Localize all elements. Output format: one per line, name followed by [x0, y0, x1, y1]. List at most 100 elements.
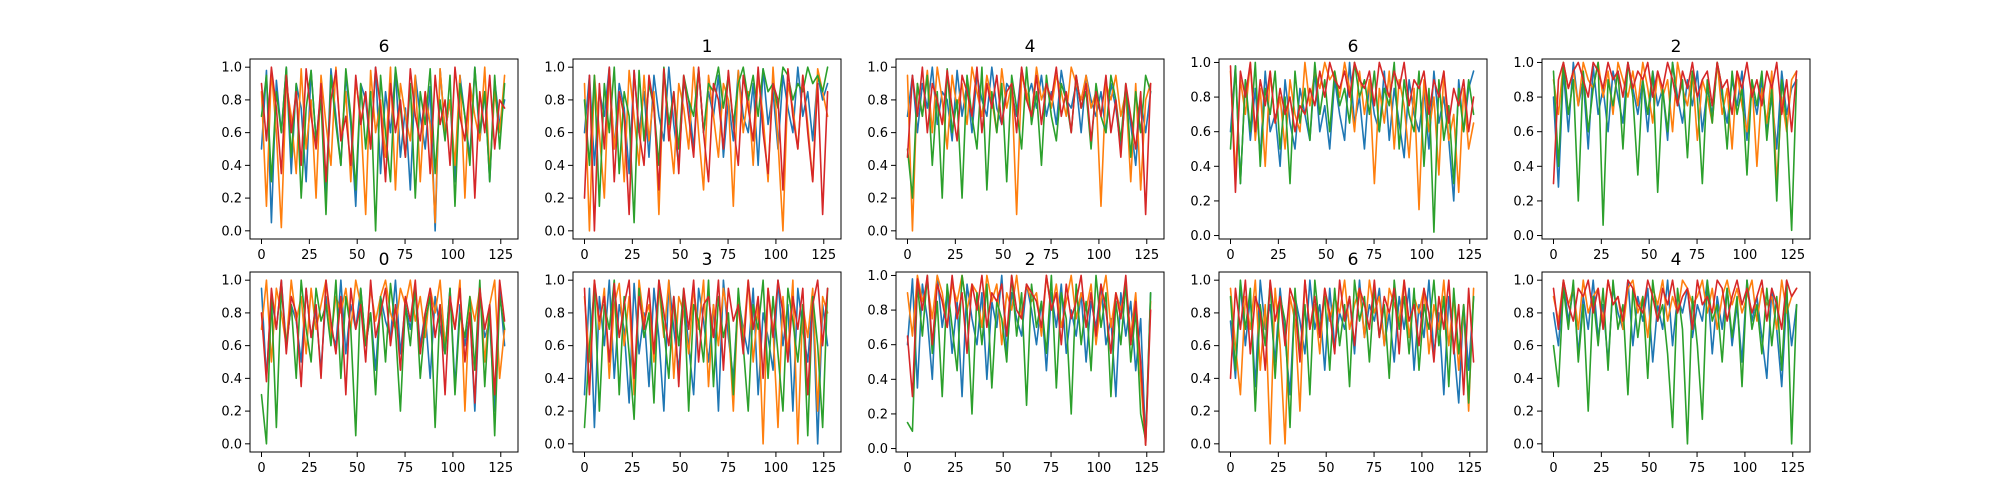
x-tick-label: 25 — [1593, 248, 1610, 263]
subplot-title: 2 — [1671, 37, 1682, 57]
x-tick-label: 25 — [1270, 461, 1287, 476]
x-tick-label: 125 — [1780, 248, 1805, 263]
y-tick-label: 0.0 — [1190, 229, 1211, 244]
x-tick-label: 100 — [1410, 248, 1435, 263]
x-tick-label: 125 — [1457, 461, 1482, 476]
y-tick-label: 0.4 — [544, 372, 565, 387]
y-tick-label: 0.4 — [867, 159, 888, 174]
subplot-8: 0 25 50 75 100 125 0.0 0.2 0.4 0.6 0.8 1.0 6 — [1190, 250, 1488, 476]
x-tick-label: 125 — [811, 248, 836, 263]
series-line-3 — [583, 66, 829, 232]
series-line-3 — [260, 66, 506, 199]
subplot-2: 0 25 50 75 100 125 0.0 0.2 0.4 0.6 0.8 1.0 4 — [867, 37, 1165, 263]
series-line-2 — [1552, 279, 1798, 445]
subplot-3: 0 25 50 75 100 125 0.0 0.2 0.4 0.6 0.8 1.0 6 — [1190, 37, 1488, 263]
y-tick-label: 0.6 — [867, 338, 888, 353]
y-tick-label: 1.0 — [867, 61, 888, 76]
x-tick-label: 0 — [903, 461, 911, 476]
x-tick-label: 100 — [1087, 248, 1112, 263]
x-tick-label: 50 — [1641, 461, 1658, 476]
x-tick-label: 100 — [1733, 461, 1758, 476]
x-tick-label: 25 — [947, 248, 964, 263]
y-tick-label: 0.2 — [1513, 405, 1534, 420]
axes-frame — [249, 58, 519, 240]
y-tick-label: 0.8 — [1513, 91, 1534, 106]
y-tick-label: 0.4 — [544, 159, 565, 174]
y-tick-label: 0.0 — [867, 224, 888, 239]
subplot-5: 0 25 50 75 100 125 0.0 0.2 0.4 0.6 0.8 1.0 0 — [221, 250, 519, 476]
y-tick-label: 0.2 — [221, 192, 242, 207]
x-tick-label: 25 — [1593, 461, 1610, 476]
y-tick-label: 0.6 — [1513, 339, 1534, 354]
y-tick-label: 0.8 — [867, 304, 888, 319]
y-tick-label: 0.6 — [221, 339, 242, 354]
subplot-title: 6 — [379, 37, 390, 57]
subplot-6: 0 25 50 75 100 125 0.0 0.2 0.4 0.6 0.8 1.0 3 — [544, 250, 842, 476]
series-line-2 — [1229, 279, 1475, 429]
x-tick-label: 0 — [580, 461, 588, 476]
y-tick-label: 0.6 — [1190, 339, 1211, 354]
series-line-3 — [1552, 61, 1798, 185]
x-tick-label: 0 — [1226, 461, 1234, 476]
x-tick-label: 75 — [397, 461, 414, 476]
x-tick-label: 25 — [624, 248, 641, 263]
subplot-1: 0 25 50 75 100 125 0.0 0.2 0.4 0.6 0.8 1.0 1 — [544, 37, 842, 263]
x-tick-label: 50 — [995, 248, 1012, 263]
y-tick-label: 1.0 — [221, 61, 242, 76]
y-tick-label: 0.2 — [867, 407, 888, 422]
series-line-2 — [260, 279, 506, 445]
y-tick-label: 0.4 — [1190, 160, 1211, 175]
subplot-title: 2 — [1025, 250, 1036, 270]
subplot-7: 0 25 50 75 100 125 0.0 0.2 0.4 0.6 0.8 1.0 2 — [867, 250, 1165, 476]
y-tick-label: 0.6 — [544, 339, 565, 354]
y-tick-label: 0.8 — [1190, 91, 1211, 106]
x-tick-label: 125 — [811, 461, 836, 476]
x-tick-label: 0 — [1549, 461, 1557, 476]
x-tick-label: 100 — [1410, 461, 1435, 476]
series-line-3 — [906, 66, 1152, 216]
axes-frame — [895, 58, 1165, 240]
y-tick-label: 0.6 — [221, 126, 242, 141]
y-tick-label: 1.0 — [867, 269, 888, 284]
y-tick-label: 0.2 — [867, 192, 888, 207]
x-tick-label: 25 — [301, 248, 318, 263]
x-tick-label: 25 — [301, 461, 318, 476]
x-tick-label: 0 — [580, 248, 588, 263]
x-tick-label: 75 — [1366, 461, 1383, 476]
series-line-1 — [260, 66, 506, 229]
axes-frame — [1218, 271, 1488, 453]
x-tick-label: 125 — [488, 248, 513, 263]
x-tick-label: 75 — [720, 248, 737, 263]
x-tick-label: 125 — [1134, 248, 1159, 263]
y-tick-label: 0.0 — [867, 442, 888, 457]
y-tick-label: 0.4 — [1513, 372, 1534, 387]
y-tick-label: 0.0 — [1513, 229, 1534, 244]
y-tick-label: 0.4 — [221, 159, 242, 174]
series-line-1 — [1552, 279, 1798, 339]
series-line-3 — [1229, 279, 1475, 396]
y-tick-label: 0.2 — [1513, 194, 1534, 209]
y-tick-label: 0.4 — [1513, 160, 1534, 175]
y-tick-label: 1.0 — [1190, 274, 1211, 289]
x-tick-label: 100 — [764, 461, 789, 476]
x-tick-label: 75 — [1366, 248, 1383, 263]
series-line-3 — [260, 279, 506, 404]
y-tick-label: 0.0 — [544, 437, 565, 452]
y-tick-label: 0.8 — [544, 93, 565, 108]
x-tick-label: 0 — [257, 248, 265, 263]
x-tick-label: 25 — [624, 461, 641, 476]
axes-frame — [1541, 271, 1811, 453]
x-tick-label: 0 — [1226, 248, 1234, 263]
y-tick-label: 1.0 — [1190, 56, 1211, 71]
y-tick-label: 1.0 — [221, 274, 242, 289]
y-tick-label: 1.0 — [544, 61, 565, 76]
x-tick-label: 125 — [1134, 461, 1159, 476]
subplot-title: 4 — [1671, 250, 1682, 270]
subplot-title: 1 — [702, 37, 713, 57]
x-tick-label: 75 — [397, 248, 414, 263]
x-tick-label: 50 — [1641, 248, 1658, 263]
y-tick-label: 0.2 — [221, 405, 242, 420]
y-tick-label: 1.0 — [1513, 274, 1534, 289]
y-tick-label: 0.2 — [544, 405, 565, 420]
